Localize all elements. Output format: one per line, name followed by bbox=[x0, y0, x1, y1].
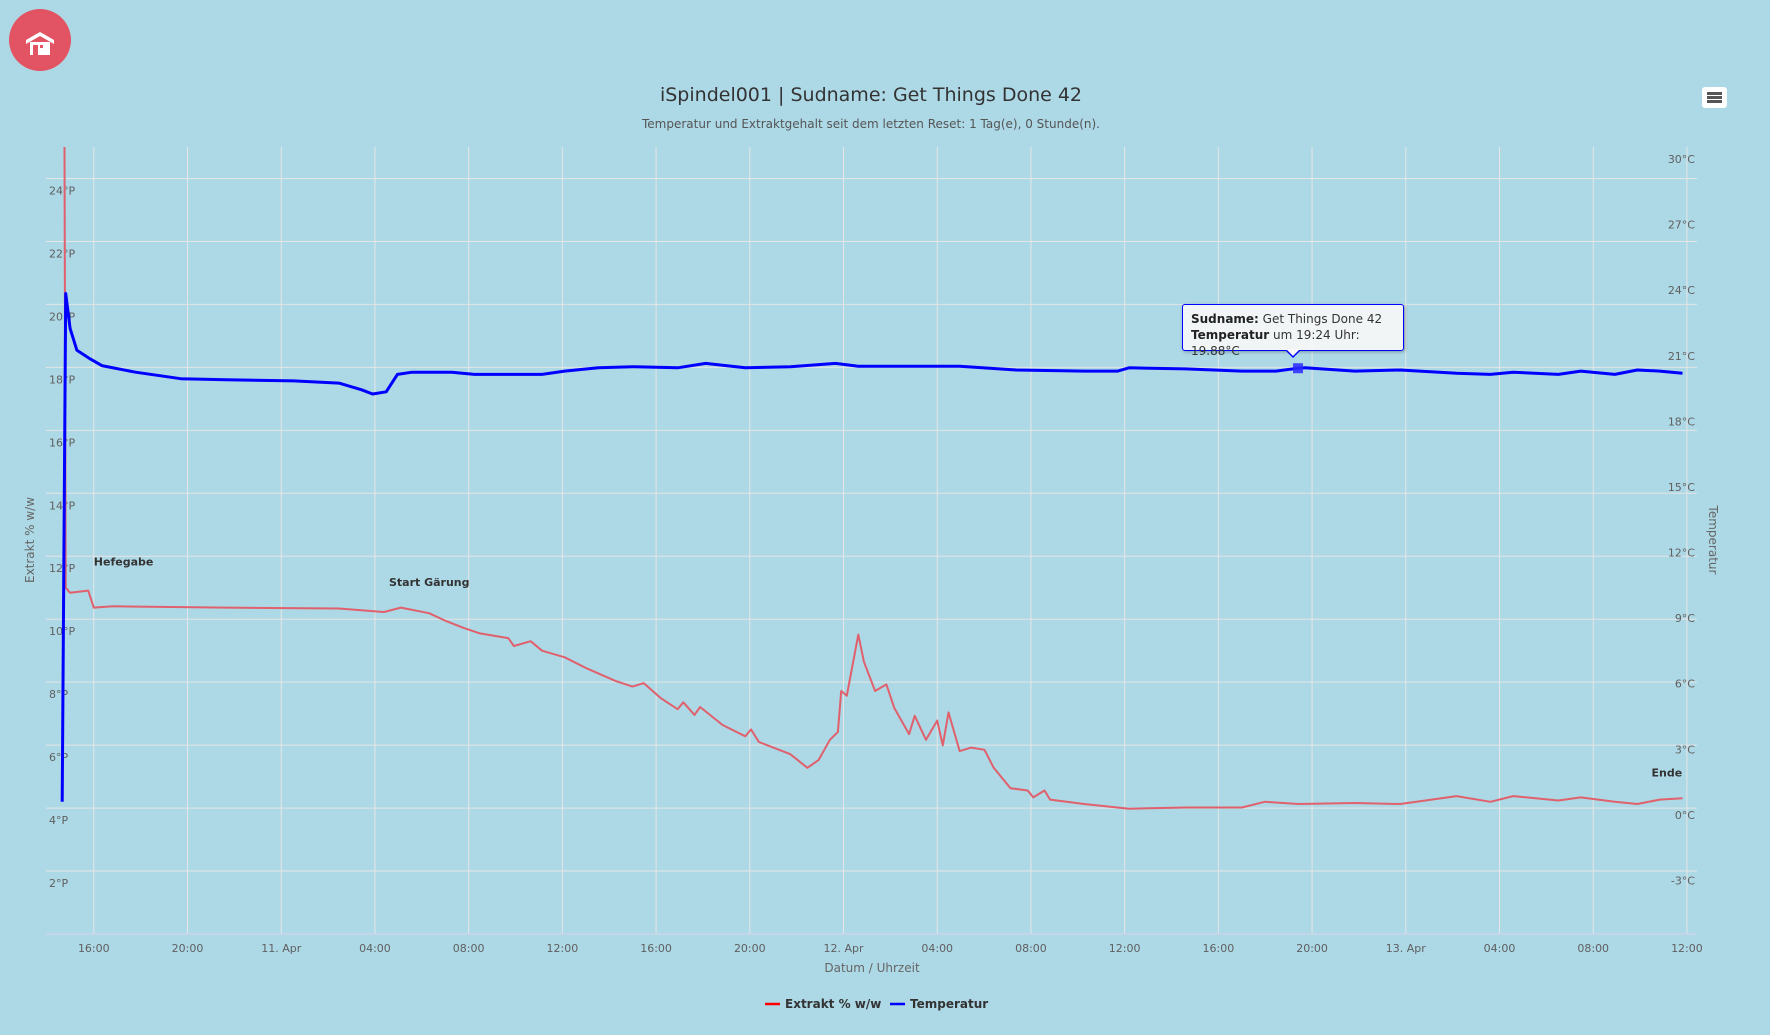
left-tick-label: 6°P bbox=[49, 751, 68, 764]
x-tick-label: 20:00 bbox=[734, 942, 766, 955]
right-tick-label: 12°C bbox=[1668, 547, 1695, 560]
hover-point-marker bbox=[1293, 363, 1304, 374]
x-tick-labels: 16:00 20:00 11. Apr 04:00 08:00 12:00 16:00 20:… bbox=[78, 942, 1703, 955]
right-tick-label: 18°C bbox=[1668, 415, 1695, 428]
series-line-extrakt bbox=[63, 146, 1683, 810]
x-tick-label: 16:00 bbox=[78, 942, 110, 955]
left-axis-title: Extrakt % w/w bbox=[23, 497, 37, 583]
x-tick-label: 20:00 bbox=[1296, 942, 1328, 955]
right-tick-label: 6°C bbox=[1675, 678, 1695, 691]
x-tick-label: 20:00 bbox=[172, 942, 204, 955]
left-tick-label: 2°P bbox=[49, 877, 68, 890]
x-tick-label: 12:00 bbox=[547, 942, 579, 955]
left-tick-label: 18°P bbox=[49, 373, 75, 386]
legend: Extrakt % w/w Temperatur bbox=[765, 997, 988, 1011]
left-tick-label: 4°P bbox=[49, 814, 68, 827]
annotation-label: Ende bbox=[1652, 767, 1683, 780]
tooltip: Sudname: Get Things Done 42 Temperatur u… bbox=[1182, 304, 1404, 358]
home-icon bbox=[26, 32, 54, 55]
x-tick-label: 13. Apr bbox=[1386, 942, 1426, 955]
series bbox=[60, 146, 1683, 810]
right-tick-label: 3°C bbox=[1675, 743, 1695, 756]
left-tick-label: 24°P bbox=[49, 184, 75, 197]
x-tick-label: 11. Apr bbox=[261, 942, 301, 955]
grid bbox=[46, 147, 1697, 934]
left-tick-label: 12°P bbox=[49, 562, 75, 575]
x-tick-label: 04:00 bbox=[921, 942, 953, 955]
right-tick-label: 0°C bbox=[1675, 809, 1695, 822]
tooltip-value-sudname: Get Things Done 42 bbox=[1258, 312, 1383, 326]
x-tick-label: 16:00 bbox=[1203, 942, 1235, 955]
tooltip-label-sudname: Sudname: bbox=[1191, 312, 1259, 326]
left-tick-label: 22°P bbox=[49, 247, 75, 260]
right-tick-label: 24°C bbox=[1668, 284, 1695, 297]
annotation-label: Start Gärung bbox=[389, 576, 470, 589]
x-tick-label: 04:00 bbox=[359, 942, 391, 955]
right-tick-label: 15°C bbox=[1668, 481, 1695, 494]
series-line-temperatur bbox=[60, 292, 1683, 802]
right-tick-label: -3°C bbox=[1671, 874, 1695, 887]
left-tick-label: 8°P bbox=[49, 688, 68, 701]
right-tick-label: 27°C bbox=[1668, 219, 1695, 232]
right-axis-title: Temperatur bbox=[1706, 505, 1720, 575]
right-tick-label: 30°C bbox=[1668, 153, 1695, 166]
right-tick-label: 21°C bbox=[1668, 350, 1695, 363]
right-tick-label: 9°C bbox=[1675, 612, 1695, 625]
x-tick-label: 04:00 bbox=[1484, 942, 1516, 955]
legend-item-extrakt[interactable]: Extrakt % w/w bbox=[765, 997, 881, 1011]
annotation-label: Hefegabe bbox=[94, 556, 154, 569]
legend-item-temperatur[interactable]: Temperatur bbox=[890, 997, 988, 1011]
annotations: Hefegabe Start Gärung Ende bbox=[94, 556, 1682, 780]
x-tick-label: 16:00 bbox=[640, 942, 672, 955]
x-tick-label: 08:00 bbox=[1015, 942, 1047, 955]
tooltip-value-temperatur: um 19:24 Uhr: 19.88°C bbox=[1191, 328, 1360, 358]
x-tick-label: 12:00 bbox=[1109, 942, 1141, 955]
x-axis-title: Datum / Uhrzeit bbox=[824, 961, 920, 975]
legend-label-temperatur[interactable]: Temperatur bbox=[910, 997, 988, 1011]
left-tick-label: 20°P bbox=[49, 310, 75, 323]
chart-title: iSpindel001 | Sudname: Get Things Done 4… bbox=[660, 84, 1082, 106]
legend-label-extrakt[interactable]: Extrakt % w/w bbox=[785, 997, 881, 1011]
x-tick-label: 08:00 bbox=[453, 942, 485, 955]
home-button[interactable] bbox=[9, 9, 71, 71]
left-tick-label: 16°P bbox=[49, 436, 75, 449]
right-tick-labels: -3°C 0°C 3°C 6°C 9°C 12°C 15°C 18°C 21°C 24°C 27°C… bbox=[1668, 153, 1695, 887]
x-tick-label: 12:00 bbox=[1671, 942, 1703, 955]
chart-subtitle: Temperatur und Extraktgehalt seit dem le… bbox=[641, 117, 1100, 131]
chart-menu-button[interactable] bbox=[1702, 87, 1727, 108]
x-tick-label: 08:00 bbox=[1577, 942, 1609, 955]
tooltip-label-temperatur: Temperatur bbox=[1191, 328, 1270, 342]
left-tick-label: 14°P bbox=[49, 499, 75, 512]
x-tick-label: 12. Apr bbox=[823, 942, 863, 955]
